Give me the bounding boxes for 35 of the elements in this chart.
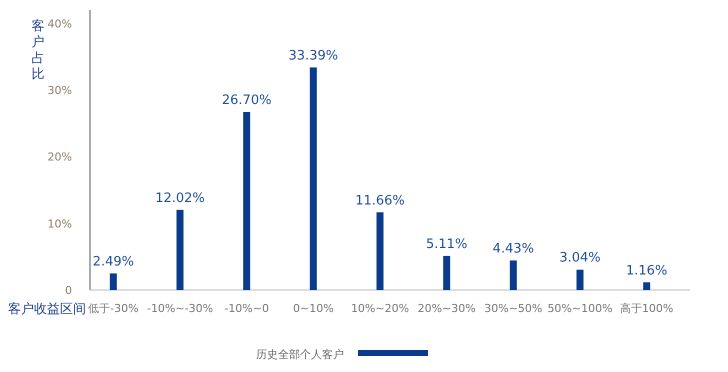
data-label: 2.49% — [92, 254, 134, 270]
bar — [243, 112, 250, 290]
bar — [176, 210, 184, 290]
data-label: 1.16% — [626, 263, 668, 278]
bar — [376, 212, 384, 290]
bar — [110, 273, 117, 290]
y-tick-label: 20% — [48, 150, 72, 164]
text: 历史全部个人客户 — [256, 348, 344, 361]
data-label: 26.70% — [222, 93, 272, 108]
x-tick-label: 0~10% — [292, 302, 334, 315]
x-axis-title: 客户收益区间 — [8, 301, 86, 317]
y-tick-label: 10% — [48, 217, 72, 230]
y-tick-label: 0 — [65, 284, 72, 297]
x-tick-label: 10%~20% — [350, 302, 410, 315]
bar — [576, 270, 584, 290]
x-tick-label: 高于100% — [620, 302, 674, 315]
data-label: 5.11% — [426, 236, 468, 252]
data-label: 4.43% — [492, 241, 534, 256]
y-tick-label: 40% — [48, 17, 72, 30]
x-tick-label: 20%~30% — [418, 302, 476, 315]
x-tick-label: 50%~100% — [547, 302, 613, 315]
x-tick-label: 30%~50% — [484, 302, 542, 315]
x-tick-label: 低于-30% — [88, 302, 139, 315]
bar — [443, 256, 450, 290]
data-label: 12.02% — [155, 190, 205, 206]
x-tick-label: -10%~0 — [224, 302, 269, 315]
x-tick-label: -10%~-30% — [146, 302, 214, 315]
y-axis-title: 客户占比 — [32, 18, 44, 82]
data-label: 33.39% — [288, 48, 338, 64]
bar — [643, 282, 650, 290]
y-tick-label: 30% — [48, 84, 72, 97]
data-label: 11.66% — [355, 193, 405, 208]
bar — [310, 67, 317, 290]
data-label: 3.04% — [559, 250, 601, 266]
bar — [510, 260, 517, 290]
